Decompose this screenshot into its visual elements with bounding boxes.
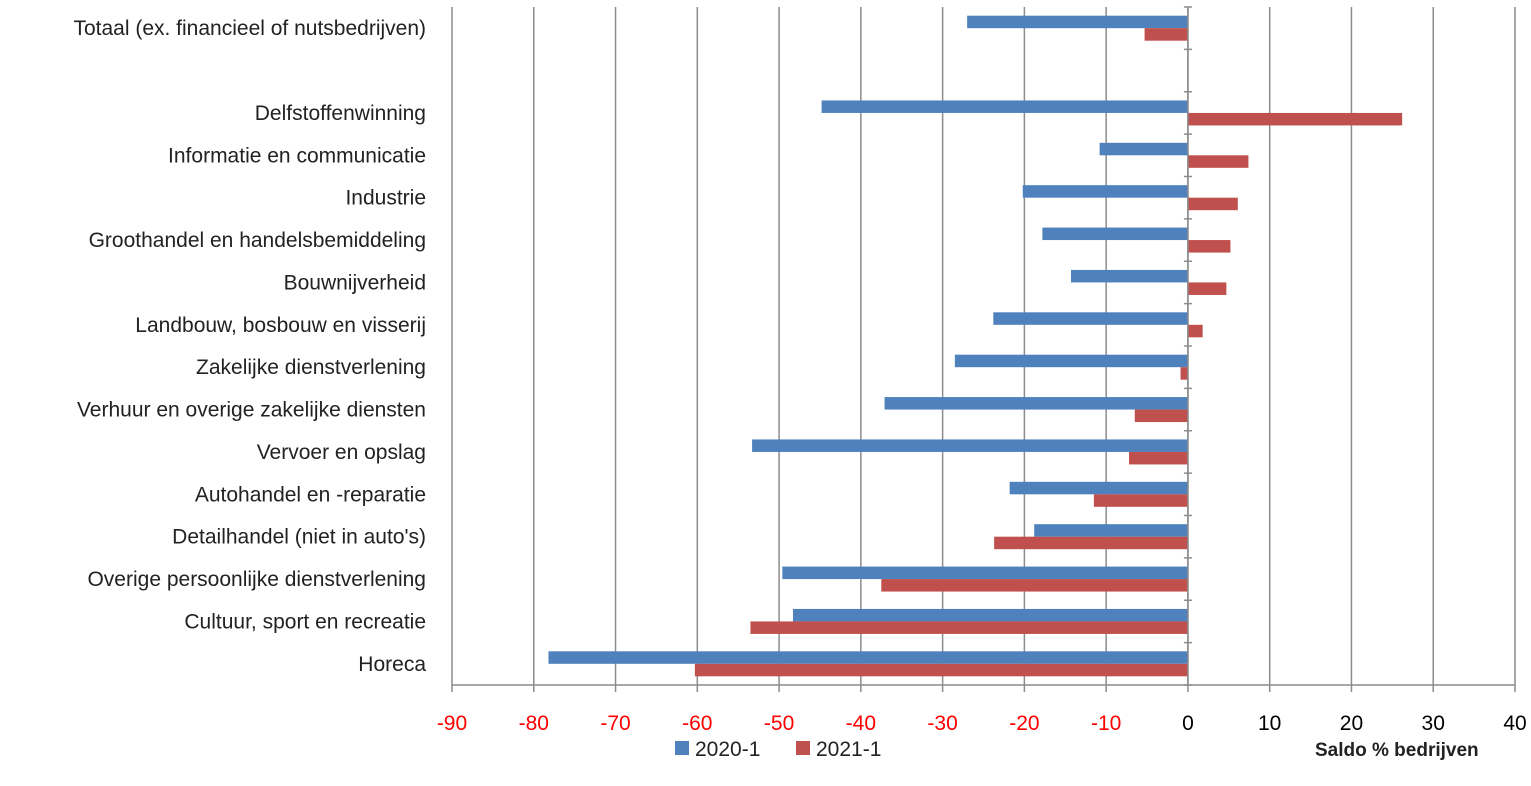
category-label: Autohandel en -reparatie xyxy=(195,483,426,506)
category-label: Landbouw, bosbouw en visserij xyxy=(135,314,426,337)
bar-2021-1 xyxy=(1180,367,1188,380)
category-labels: Totaal (ex. financieel of nutsbedrijven)… xyxy=(73,17,426,676)
bar-2021-1 xyxy=(994,536,1188,550)
x-tick-label: -60 xyxy=(682,712,712,735)
bar-2020-1 xyxy=(967,15,1188,29)
x-tick-label: -70 xyxy=(600,712,630,735)
legend: 2020-1 2021-1 xyxy=(675,738,881,761)
bar-2021-1 xyxy=(1187,324,1203,338)
category-label: Informatie en communicatie xyxy=(168,144,426,167)
bar-2020-1 xyxy=(548,651,1188,664)
bar-2020-1 xyxy=(1099,142,1188,156)
x-tick-label: 20 xyxy=(1340,712,1363,735)
bar-2020-1 xyxy=(884,397,1188,410)
category-label: Overige persoonlijke dienstverlening xyxy=(87,568,426,591)
category-label: Industrie xyxy=(345,187,426,210)
x-tick-label: -90 xyxy=(437,712,467,735)
legend-label-2020-1: 2020-1 xyxy=(695,738,760,761)
bar-2020-1 xyxy=(752,439,1188,452)
x-axis-title: Saldo % bedrijven xyxy=(1315,740,1479,761)
legend-swatch-2020-1 xyxy=(675,741,689,755)
bar-2020-1 xyxy=(782,566,1188,580)
legend-label-2021-1: 2021-1 xyxy=(816,738,881,761)
category-label: Totaal (ex. financieel of nutsbedrijven) xyxy=(73,17,426,40)
x-tick-label: -10 xyxy=(1091,712,1121,735)
x-tick-label: -40 xyxy=(846,712,876,735)
x-tick-label: -80 xyxy=(519,712,549,735)
category-label: Vervoer en opslag xyxy=(257,441,426,464)
x-tick-label: 0 xyxy=(1182,712,1194,735)
bar-2021-1 xyxy=(881,579,1188,592)
bar-2021-1 xyxy=(1187,282,1227,295)
category-label: Verhuur en overige zakelijke diensten xyxy=(77,399,426,422)
legend-swatch-2021-1 xyxy=(796,741,810,755)
bar-2021-1 xyxy=(1134,409,1188,423)
bar-2021-1 xyxy=(1187,155,1249,168)
bar-2021-1 xyxy=(1187,197,1238,211)
x-tick-label: 40 xyxy=(1503,712,1526,735)
axes xyxy=(451,6,1516,692)
x-tick-label: -20 xyxy=(1009,712,1039,735)
x-tick-labels: -90 -80 -70 -60 -50 -40 -30 -20 -10 0 10 20 30 40 xyxy=(437,712,1527,735)
x-tick-label: 10 xyxy=(1258,712,1281,735)
bar-2020-1 xyxy=(792,608,1188,622)
category-label: Delfstoffenwinning xyxy=(255,102,426,125)
bar-2021-1 xyxy=(1187,112,1403,126)
category-label: Bouwnijverheid xyxy=(284,271,426,294)
bar-2020-1 xyxy=(954,354,1188,368)
bar-2021-1 xyxy=(1129,451,1188,465)
bar-2020-1 xyxy=(1042,227,1188,241)
bar-2020-1 xyxy=(1070,269,1188,283)
category-label: Horeca xyxy=(358,653,426,676)
bar-2020-1 xyxy=(993,312,1188,325)
x-tick-label: 30 xyxy=(1422,712,1445,735)
bar-2021-1 xyxy=(1093,494,1188,507)
x-tick-label: -50 xyxy=(764,712,794,735)
bar-2020-1 xyxy=(1022,185,1188,198)
x-tick-label: -30 xyxy=(927,712,957,735)
bars xyxy=(548,15,1403,677)
category-label: Zakelijke dienstverlening xyxy=(196,356,426,379)
bar-2020-1 xyxy=(1034,524,1188,537)
category-label: Cultuur, sport en recreatie xyxy=(184,610,426,633)
bar-2021-1 xyxy=(750,621,1188,634)
category-label: Detailhandel (niet in auto's) xyxy=(172,526,426,549)
bar-2020-1 xyxy=(1009,481,1188,495)
category-label: Groothandel en handelsbemiddeling xyxy=(89,229,426,252)
bar-2021-1 xyxy=(694,663,1188,677)
bar-2021-1 xyxy=(1144,28,1188,41)
bar-2020-1 xyxy=(821,100,1188,113)
bar-2021-1 xyxy=(1187,240,1231,253)
